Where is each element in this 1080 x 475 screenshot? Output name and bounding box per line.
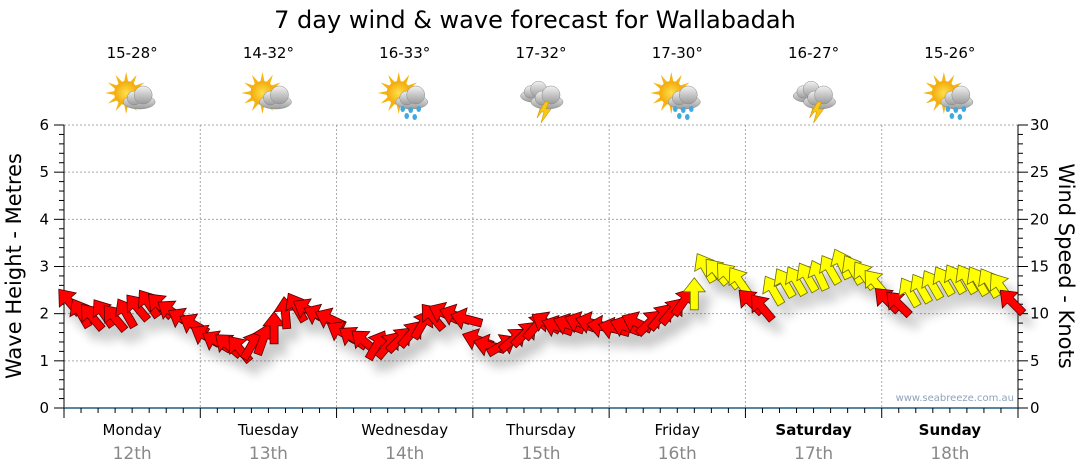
wind-arrow (682, 277, 707, 311)
date-label: 13th (249, 444, 288, 464)
day-temperature: 17-30° (652, 44, 703, 62)
right-tick-label: 10 (1030, 305, 1049, 323)
left-tick-label: 6 (39, 116, 49, 134)
day-label: Friday (655, 421, 701, 439)
day-label: Saturday (775, 421, 852, 439)
daily-forecast-header: 15-28° 14-32° 16-33° 17-32° 17-30° 16-27° 15-2… (105, 44, 975, 124)
watermark: www.seabreeze.com.au (896, 393, 1014, 404)
sun-rain-icon (922, 72, 974, 120)
day-label: Thursday (505, 421, 576, 439)
date-label: 14th (385, 444, 424, 464)
left-tick-label: 0 (39, 399, 49, 417)
sun-cloud-icon (105, 72, 156, 114)
sun-rain-icon (377, 72, 428, 120)
day-label: Tuesday (237, 421, 299, 439)
grid (64, 124, 1018, 408)
day-temperature: 14-32° (243, 44, 294, 62)
date-label: 17th (794, 444, 833, 464)
day-label: Sunday (919, 421, 982, 439)
right-tick-label: 20 (1030, 210, 1049, 228)
day-temperature: 15-26° (924, 44, 975, 62)
right-tick-label: 0 (1030, 399, 1040, 417)
date-label: 16th (658, 444, 697, 464)
sun-rain-icon (650, 72, 701, 120)
left-tick-label: 1 (39, 352, 49, 370)
right-tick-label: 15 (1030, 258, 1049, 276)
date-label: 12th (113, 444, 152, 464)
wind-arrow (999, 289, 1027, 317)
right-tick-label: 25 (1030, 163, 1049, 181)
wind-arrow (886, 291, 913, 319)
axes: 0 1 2 3 4 5 6 0 5 10 15 20 25 30 Monday 12th Tuesday 13th… (39, 116, 1049, 464)
storm-icon (520, 80, 564, 124)
wind-arrow (751, 294, 776, 323)
chart-title: 7 day wind & wave forecast for Wallabada… (274, 6, 796, 34)
right-axis-label: Wind Speed - Knots (1054, 163, 1078, 368)
storm-icon (792, 80, 836, 124)
day-temperature: 15-28° (107, 44, 158, 62)
left-axis-label: Wave Height - Metres (2, 153, 26, 379)
right-tick-label: 30 (1030, 116, 1049, 134)
date-label: 15th (521, 444, 560, 464)
left-tick-label: 2 (39, 305, 49, 323)
day-temperature: 17-32° (515, 44, 566, 62)
right-tick-label: 5 (1030, 352, 1040, 370)
wind-arrow (647, 303, 672, 333)
wind-arrows (58, 248, 1027, 365)
wind-arrow (450, 307, 484, 331)
day-label: Monday (103, 421, 162, 439)
left-tick-label: 3 (39, 258, 49, 276)
day-temperature: 16-27° (788, 44, 839, 62)
left-tick-label: 4 (39, 210, 49, 228)
day-label: Wednesday (361, 421, 448, 439)
day-temperature: 16-33° (379, 44, 430, 62)
date-label: 18th (930, 444, 969, 464)
sun-cloud-icon (241, 72, 292, 114)
left-tick-label: 5 (39, 163, 49, 181)
